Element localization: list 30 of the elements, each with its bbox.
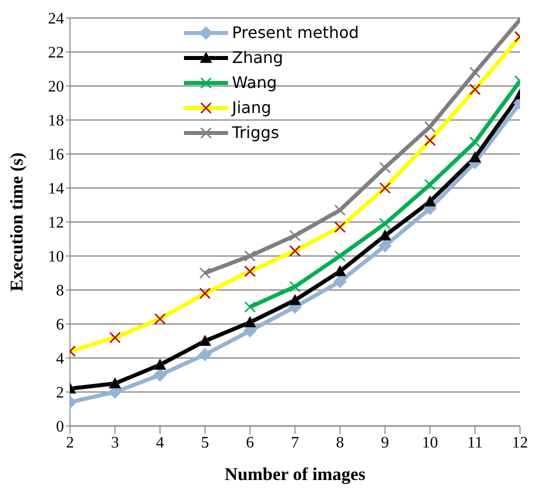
x-tick-label: 5: [201, 434, 209, 452]
y-tick-label: 4: [56, 350, 64, 368]
y-tick-label: 14: [48, 180, 64, 198]
x-tick-label: 4: [156, 434, 164, 452]
y-tick-label: 12: [48, 214, 64, 232]
y-tick-label: 20: [48, 78, 64, 96]
x-tick-label: 10: [422, 434, 438, 452]
y-tick-label: 8: [56, 282, 64, 300]
y-tick-label: 16: [48, 146, 64, 164]
x-tick-label: 3: [111, 434, 119, 452]
legend-label: Jiang: [232, 98, 272, 117]
x-tick-label: 9: [381, 434, 389, 452]
y-tick-label: 24: [48, 10, 64, 28]
x-axis-title: Number of images: [224, 464, 366, 484]
y-tick-label: 2: [56, 384, 64, 402]
y-tick-label: 10: [48, 248, 64, 266]
legend-label: Zhang: [232, 48, 284, 67]
x-tick-label: 7: [291, 434, 299, 452]
x-tick-label: 6: [246, 434, 254, 452]
y-tick-label: 18: [48, 112, 64, 130]
legend-label: Triggs: [232, 123, 280, 142]
legend-label: Wang: [232, 73, 277, 92]
y-tick-label: 6: [56, 316, 64, 334]
y-axis-title: Execution time (s): [6, 152, 26, 292]
x-tick-label: 8: [336, 434, 344, 452]
x-tick-label: 12: [512, 434, 528, 452]
x-tick-label: 11: [467, 434, 483, 452]
y-tick-label: 0: [56, 418, 64, 436]
legend-label: Present method: [232, 23, 359, 42]
y-tick-label: 22: [48, 44, 64, 62]
